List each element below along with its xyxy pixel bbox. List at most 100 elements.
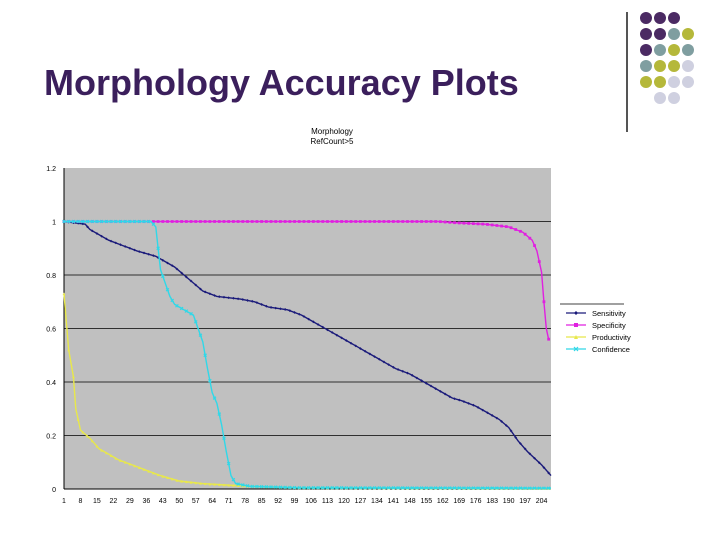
data-point [99,219,104,224]
decorative-dot [640,60,652,72]
data-point [523,232,527,236]
legend-label: Confidence [592,345,630,354]
data-point [443,392,447,396]
data-point [199,481,202,485]
data-point [363,485,367,490]
data-point [212,396,217,400]
data-point [128,246,132,250]
y-tick-label: 1 [52,220,56,227]
data-point [227,296,231,300]
data-point [429,384,433,388]
x-tick-label: 92 [274,498,282,505]
data-point [283,308,287,311]
data-point [410,373,414,377]
data-point [462,486,466,490]
data-point [236,484,240,488]
slide-title: Morphology Accuracy Plots [44,62,519,103]
data-point [194,481,198,485]
data-point [486,223,489,226]
data-point [85,219,90,224]
data-point [119,459,122,462]
data-point [184,480,188,484]
data-point [537,461,541,465]
data-point [250,484,255,489]
data-point [457,486,462,490]
data-point [208,378,212,383]
data-point [203,290,207,294]
data-point [546,486,551,491]
data-point [335,333,339,337]
data-point [62,292,66,296]
data-point [184,275,188,279]
data-point [236,482,240,486]
data-point [405,486,410,490]
data-point [240,483,245,487]
data-point [123,245,127,248]
data-point [260,220,264,223]
data-point [457,398,461,402]
data-point [161,258,165,262]
data-point [113,219,118,224]
data-point [208,292,212,296]
data-point [547,471,551,475]
data-point [429,220,433,223]
data-point [306,485,311,490]
data-point [146,219,151,224]
data-point [415,376,419,380]
data-point [448,486,452,490]
data-point [279,307,282,311]
data-point [476,486,480,490]
data-point [453,221,456,225]
data-point [246,220,249,223]
data-point [175,478,179,482]
data-point [274,220,278,223]
data-point [269,485,273,489]
data-point [161,474,165,478]
data-point [439,220,442,224]
legend-item-specificity: Specificity [566,321,626,330]
data-point [340,220,344,223]
data-point [466,486,471,490]
data-point [100,448,104,452]
data-point [109,454,113,457]
data-point [439,389,442,393]
data-point [180,479,184,483]
title-divider-line [626,12,628,132]
data-point [90,229,94,233]
data-point [433,486,438,490]
data-point [349,220,353,223]
data-point [377,220,381,223]
data-point [311,485,316,490]
series-sensitivity [62,220,552,477]
data-point [311,220,315,223]
data-point [311,320,315,324]
data-point [396,486,400,490]
x-tick-label: 50 [175,498,183,505]
data-point [462,221,466,225]
legend-item-productivity: Productivity [566,333,631,342]
data-point [330,331,334,334]
x-tick-label: 127 [355,498,367,505]
decorative-dot [682,44,694,56]
data-point [137,466,141,469]
data-point [293,311,296,314]
data-point [128,219,132,224]
data-point [396,368,400,371]
data-point [500,224,503,228]
data-point [264,304,268,308]
data-point [519,442,522,445]
data-point [434,220,438,223]
data-point [429,486,433,490]
data-point [387,363,391,367]
data-point [302,485,306,490]
data-point [104,451,108,455]
data-point [410,486,415,490]
decorative-dot-grid [640,12,694,104]
data-point [255,220,259,223]
data-point [203,482,207,486]
data-point [128,462,132,466]
data-point [467,221,471,225]
data-point [72,375,75,379]
data-point [241,298,245,301]
